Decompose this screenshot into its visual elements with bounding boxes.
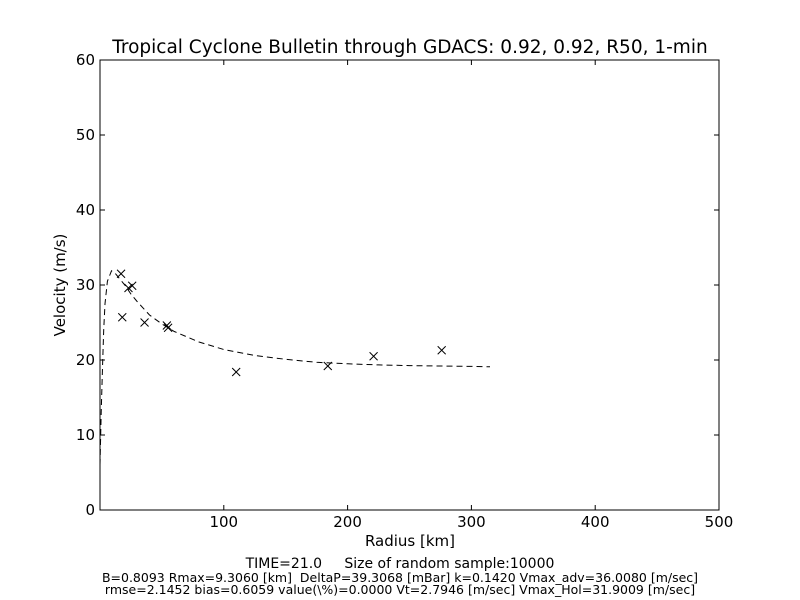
observation-point xyxy=(163,323,173,333)
x-tick-label: 400 xyxy=(581,513,610,531)
x-tick-label: 300 xyxy=(457,513,486,531)
y-tick-label: 40 xyxy=(76,201,95,219)
observation-point xyxy=(162,321,172,330)
time-label: TIME=21.0 xyxy=(245,556,323,572)
parameters-line-1: B=0.8093 Rmax=9.3060 [km] DeltaP=39.3068… xyxy=(101,570,699,585)
observation-point xyxy=(116,269,126,279)
x-axis-label: Radius [km] xyxy=(365,532,455,550)
plot-marks xyxy=(99,269,491,466)
sample-size-label: Size of random sample:10000 xyxy=(344,556,555,572)
x-tick-label: 500 xyxy=(705,513,734,531)
observation-point xyxy=(231,367,241,377)
fitted-profile-line xyxy=(99,270,491,466)
observation-point xyxy=(437,345,447,355)
chart-title: Tropical Cyclone Bulletin through GDACS:… xyxy=(111,37,707,58)
observation-point xyxy=(127,281,137,291)
x-tick-label: 100 xyxy=(209,513,238,531)
plot-frame xyxy=(99,59,720,511)
observation-point xyxy=(117,312,127,322)
observation-point xyxy=(369,351,378,361)
y-tick-label: 50 xyxy=(76,126,95,144)
axis-ticks: 100 200 300 400 500 0 10 20 30 40 50 60 xyxy=(76,51,733,531)
y-tick-label: 30 xyxy=(76,276,95,294)
y-tick-label: 20 xyxy=(76,351,95,369)
y-tick-label: 0 xyxy=(85,501,95,519)
y-tick-label: 60 xyxy=(76,51,95,69)
y-tick-label: 10 xyxy=(76,426,95,444)
observation-point xyxy=(140,318,149,327)
x-tick-label: 200 xyxy=(333,513,362,531)
y-axis-label: Velocity (m/s) xyxy=(51,234,69,337)
time-sample-line: TIME=21.0 Size of random sample:10000 xyxy=(0,556,800,572)
observation-point xyxy=(323,361,333,371)
parameters-line-2: rmse=2.1452 bias=0.6059 value(\%)=0.0000… xyxy=(104,582,696,597)
